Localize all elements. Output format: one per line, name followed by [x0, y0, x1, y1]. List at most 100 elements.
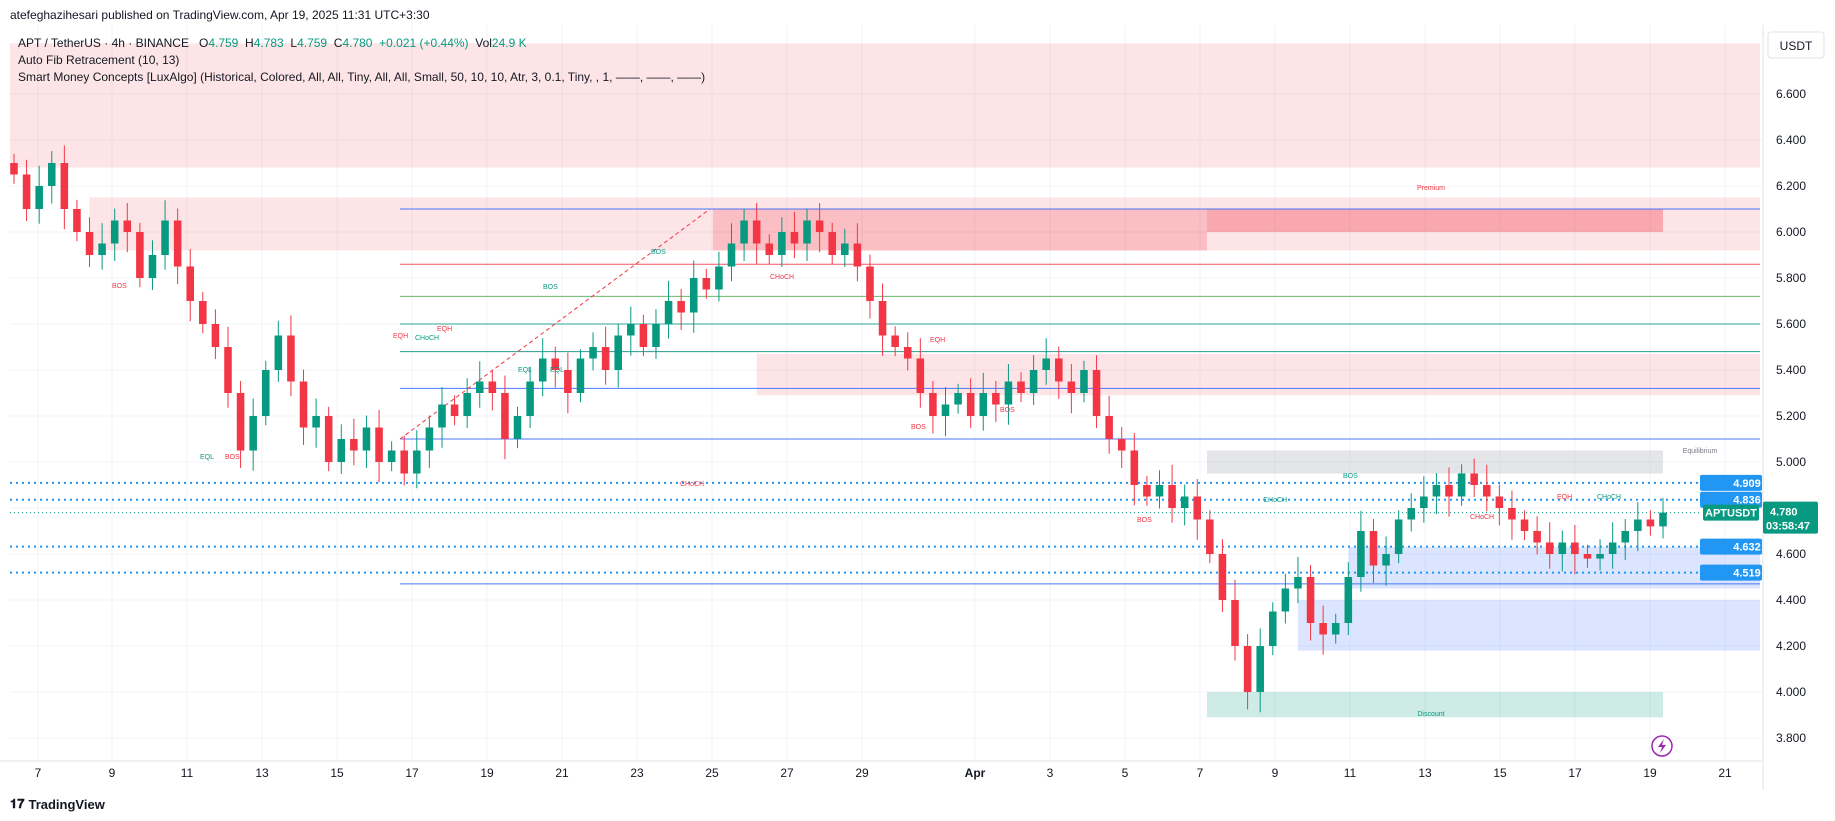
candle-body-113 [1432, 485, 1441, 497]
candle-body-62 [790, 232, 799, 244]
candle-body-8 [110, 220, 119, 244]
candle-body-15 [199, 301, 207, 324]
candle-body-34 [438, 404, 446, 428]
x-tick-12: Apr [965, 766, 986, 780]
candle-body-3 [47, 163, 56, 186]
candle-body-71 [903, 347, 912, 359]
candle-body-101 [1281, 588, 1290, 612]
zone-demand-3 [1348, 547, 1760, 589]
candle-body-19 [249, 416, 257, 451]
candle-body-40 [513, 416, 522, 439]
x-tick-6: 19 [480, 766, 494, 780]
candle-body-96 [1218, 554, 1227, 600]
candle-body-120 [1520, 519, 1529, 531]
currency-label[interactable]: USDT [1780, 39, 1813, 53]
candle-body-60 [765, 243, 774, 255]
legend-c-value: 4.780 [342, 36, 373, 50]
candle-body-30 [387, 450, 396, 462]
tradingview-logo[interactable]: 𝟏𝟕 TradingView [10, 796, 105, 812]
candle-body-102 [1294, 577, 1302, 589]
candle-body-42 [538, 358, 547, 382]
smc-label-eqh-3: EQH [930, 337, 945, 344]
candle-body-76 [966, 393, 975, 416]
currency-box[interactable]: USDT [1767, 31, 1825, 59]
candle-body-130 [1646, 519, 1655, 527]
candle-body-16 [211, 324, 220, 347]
y-tick-3: 4.400 [1776, 593, 1806, 607]
x-tick-20: 17 [1568, 766, 1582, 780]
candle-body-83 [1055, 358, 1063, 382]
smc-label-eql-2: EQL [518, 367, 532, 374]
candle-body-31 [400, 450, 408, 474]
legend-h-label: H [245, 36, 254, 50]
x-tick-8: 23 [630, 766, 644, 780]
y-axis-labels: 3.8004.0004.2004.4004.6004.8005.0005.200… [1776, 87, 1806, 745]
candle-body-11 [148, 255, 157, 278]
legend-c-label: C [333, 36, 343, 50]
candle-body-92 [1168, 485, 1176, 508]
legend-o-value: 4.759 [208, 36, 239, 50]
legend-indicator-fib[interactable]: Auto Fib Retracement (10, 13) [18, 53, 180, 67]
y-tick-8: 5.400 [1776, 363, 1806, 377]
y-tick-0: 3.800 [1776, 731, 1806, 745]
x-tick-15: 7 [1197, 766, 1204, 780]
candle-body-43 [551, 358, 560, 370]
smc-label-bos-2: BOS [225, 454, 240, 461]
y-tick-11: 6.000 [1776, 225, 1806, 239]
candle-body-47 [601, 347, 610, 370]
legend-ohlc-row[interactable]: APT / TetherUS · 4h · BINANCE O4.759 H4.… [18, 35, 705, 52]
symbol-tag-box [1703, 504, 1759, 521]
level-tag-0: 4.909 [1733, 478, 1761, 490]
candle-body-121 [1533, 531, 1541, 543]
candle-body-49 [627, 324, 635, 336]
candle-body-70 [891, 335, 899, 347]
candle-body-37 [475, 381, 484, 393]
candle-body-2 [35, 186, 43, 209]
candle-body-87 [1105, 416, 1113, 439]
candle-body-78 [992, 393, 1000, 405]
candle-body-114 [1445, 485, 1453, 497]
axes [0, 25, 1764, 790]
zone-supply-0 [10, 43, 1760, 168]
legend-indicator-smc[interactable]: Smart Money Concepts [LuxAlgo] (Historic… [18, 70, 706, 84]
candle-body-72 [916, 358, 925, 393]
smc-label-choch-2: CHoCH [770, 274, 794, 281]
candle-body-65 [828, 232, 836, 255]
level-tag-2: 4.632 [1733, 542, 1761, 554]
candle-body-126 [1596, 554, 1604, 559]
smc-labels: BOS EQL BOS EQH CHoCH EQH EQL EQL BOS BO… [112, 249, 1621, 524]
candle-body-124 [1571, 542, 1579, 554]
alert-bolt-icon[interactable] [1651, 735, 1673, 757]
candle-body-91 [1155, 485, 1164, 497]
candle-body-118 [1495, 496, 1504, 508]
candle-body-89 [1130, 450, 1139, 485]
candle-body-26 [337, 439, 346, 462]
y-tick-12: 6.200 [1776, 179, 1806, 193]
smc-label-choch-6: CHoCH [1597, 494, 1621, 501]
smc-label-eqh-4: EQH [1557, 494, 1572, 501]
legend-symbol[interactable]: APT / TetherUS · 4h · BINANCE [18, 36, 189, 50]
candle-body-9 [123, 220, 132, 232]
y-tick-7: 5.200 [1776, 409, 1806, 423]
x-tick-16: 9 [1272, 766, 1279, 780]
price-tags: 4.909 4.836 4.632 4.519 APTUSDT 4.780 03:58:47 [1700, 474, 1818, 581]
candle-body-36 [463, 393, 471, 416]
candle-body-68 [866, 266, 874, 301]
candle-body-93 [1180, 496, 1189, 508]
candle-body-45 [576, 358, 585, 393]
legend-o-label: O [198, 36, 209, 50]
x-tick-22: 21 [1718, 766, 1732, 780]
candle-body-79 [1004, 381, 1013, 405]
smc-label-bos-6: BOS [911, 424, 926, 431]
smc-label-bos-8: BOS [1343, 473, 1358, 480]
legend-l-value: 4.759 [297, 36, 328, 50]
candle-body-86 [1092, 370, 1101, 416]
y-tick-9: 5.600 [1776, 317, 1806, 331]
level-tag-3: 4.519 [1733, 568, 1761, 580]
x-tick-17: 11 [1344, 766, 1357, 780]
legend-l-label: L [290, 36, 298, 50]
x-tick-13: 3 [1047, 766, 1054, 780]
candle-body-39 [501, 393, 509, 439]
candle-body-82 [1042, 358, 1050, 370]
